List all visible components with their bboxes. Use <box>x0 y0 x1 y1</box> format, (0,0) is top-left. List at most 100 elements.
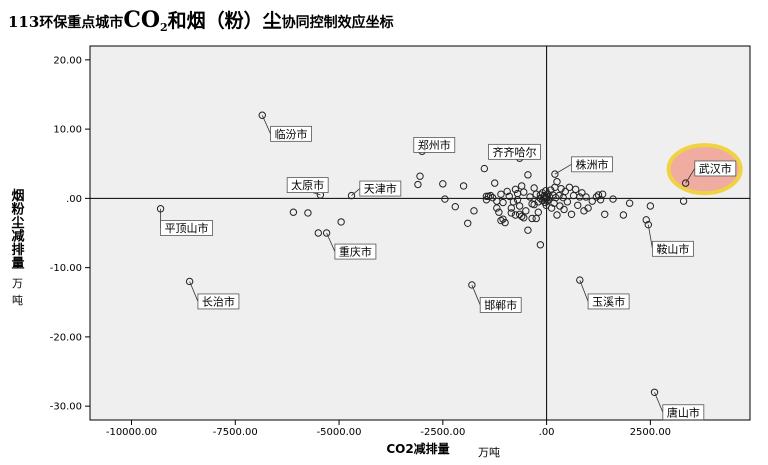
data-point <box>619 211 628 219</box>
label-leader <box>261 115 271 135</box>
labeled-point <box>650 388 659 396</box>
data-point <box>497 216 505 225</box>
label-leader <box>351 188 361 196</box>
x-tick-label: -7500.00 <box>213 427 258 438</box>
y-axis-label-char: 量 <box>11 257 24 272</box>
x-tick-label: -5000.00 <box>317 427 362 438</box>
data-point <box>560 205 568 214</box>
data-point <box>679 197 688 205</box>
data-point <box>642 216 650 224</box>
label-box <box>694 160 737 177</box>
label-leader <box>189 281 199 302</box>
y-axis-label-char: 减 <box>11 229 24 245</box>
city-label: 武汉市 <box>699 161 732 175</box>
city-label: 邯郸市 <box>484 298 517 312</box>
data-point <box>574 201 582 209</box>
labeled-point <box>681 179 690 187</box>
data-point <box>497 190 505 198</box>
data-point <box>495 208 503 216</box>
y-tick-label: 20.00 <box>53 55 82 66</box>
y-axis-label-char: 烟 <box>11 189 24 204</box>
y-tick-label: -20.00 <box>50 332 82 343</box>
data-point <box>493 204 501 212</box>
city-label: 唐山市 <box>667 405 700 419</box>
title-co: CO <box>123 7 160 33</box>
city-label: 玉溪市 <box>592 294 625 308</box>
label-box <box>488 143 541 160</box>
data-point <box>601 210 609 219</box>
labeled-point <box>347 191 356 200</box>
label-box <box>662 404 705 421</box>
city-label: 鞍山市 <box>656 242 689 256</box>
data-point <box>553 211 561 219</box>
labeled-point <box>576 276 584 284</box>
data-point <box>491 179 499 187</box>
y-axis-label-char: 粉 <box>11 202 24 218</box>
data-point <box>524 171 532 179</box>
labeled-point <box>322 229 331 237</box>
data-point <box>501 218 509 227</box>
data-point <box>503 187 511 196</box>
city-label: 天津市 <box>364 182 397 196</box>
label-leader <box>471 284 481 306</box>
title-suffix: 协同控制效应坐标 <box>281 15 394 31</box>
data-points <box>156 111 690 396</box>
label-box <box>571 156 613 173</box>
data-point <box>625 199 634 207</box>
y-tick-label: .00 <box>66 194 82 205</box>
data-point <box>509 198 518 206</box>
data-point <box>441 195 449 203</box>
label-box <box>334 243 377 260</box>
data-point <box>524 226 532 234</box>
x-tick-label: -10000.00 <box>106 427 157 438</box>
data-point <box>563 198 572 206</box>
labeled-point <box>644 220 653 229</box>
y-axis-label-char: 尘 <box>11 215 24 231</box>
data-point <box>464 219 472 228</box>
label-box <box>413 137 456 153</box>
label-box <box>479 297 522 313</box>
data-point <box>520 214 528 222</box>
label-leader <box>326 232 336 252</box>
x-tick-label: 2500.00 <box>630 427 671 438</box>
data-point <box>598 190 607 198</box>
data-point <box>482 196 491 204</box>
label-box <box>652 240 694 257</box>
data-point <box>517 212 526 221</box>
data-point <box>414 180 422 189</box>
data-point <box>507 209 516 217</box>
chart-title: 113环保重点城市CO2和烟（粉）尘协同控制效应坐标 <box>8 6 394 34</box>
x-axis-label: CO2减排量 <box>386 441 449 456</box>
x-axis: -10000.00 -7500.00 -5000.00 -2500.00 .00 2500… <box>106 420 671 438</box>
data-point <box>337 218 345 226</box>
x-tick-label: .00 <box>539 427 555 438</box>
data-point <box>526 193 534 201</box>
labeled-point <box>258 111 266 119</box>
labeled-point <box>185 277 194 286</box>
reference-lines <box>90 46 750 420</box>
data-point <box>594 191 603 199</box>
city-label: 长治市 <box>202 294 235 308</box>
label-box <box>197 293 240 310</box>
city-label: 重庆市 <box>339 245 372 259</box>
data-point <box>451 202 459 211</box>
data-point <box>459 182 468 190</box>
data-point <box>486 191 495 200</box>
data-point <box>534 208 543 216</box>
label-leader <box>554 163 572 175</box>
city-label: 太原市 <box>291 178 324 192</box>
data-point <box>567 210 576 219</box>
data-point <box>588 197 596 205</box>
data-point <box>528 214 536 223</box>
label-leader <box>579 279 589 302</box>
data-point <box>304 209 312 217</box>
data-point <box>522 207 530 215</box>
data-point <box>571 185 580 194</box>
data-point <box>530 200 538 209</box>
city-label: 临汾市 <box>275 127 308 141</box>
labeled-point <box>551 170 559 178</box>
label-box <box>286 177 329 193</box>
label-leader <box>685 168 696 184</box>
